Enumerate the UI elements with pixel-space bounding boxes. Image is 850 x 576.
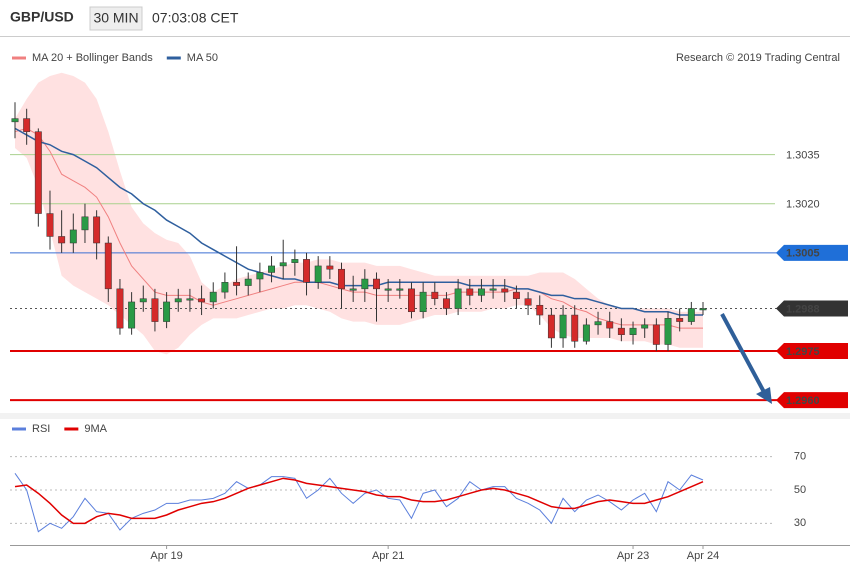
y-tick-label: 50 <box>794 484 806 496</box>
candle-body <box>174 298 182 303</box>
clock: 07:03:08 CET <box>152 10 239 26</box>
candle-body <box>139 298 147 303</box>
timeframe-box[interactable] <box>89 6 143 31</box>
candle-body <box>431 291 439 299</box>
rsi-line <box>14 473 704 533</box>
symbol: GBP/USD <box>10 9 74 25</box>
arrow-shaft <box>720 313 766 393</box>
arrow-head <box>756 387 772 404</box>
candle-body <box>256 272 264 280</box>
candle-body <box>687 308 695 322</box>
candle-body <box>233 282 241 286</box>
level-label: 1.2975 <box>786 346 820 358</box>
candle-body <box>617 327 625 335</box>
candle-body <box>443 298 450 309</box>
candle-body <box>699 308 707 311</box>
ma-line <box>14 127 703 316</box>
candle-body <box>408 288 415 313</box>
candle-body <box>594 321 602 326</box>
candle-body <box>104 242 112 290</box>
candle-body <box>547 314 555 339</box>
candle-body <box>606 321 614 329</box>
timeframe[interactable]: 30 MIN <box>93 10 138 26</box>
candle-body <box>279 262 287 267</box>
forecast-arrow <box>720 313 772 404</box>
ma-line <box>14 127 703 329</box>
candle-body <box>641 324 649 329</box>
candle-body <box>314 265 322 283</box>
candle-body <box>384 288 392 291</box>
candle-body <box>466 288 474 296</box>
candle-body <box>93 216 101 244</box>
x-tick-label: Apr 19 <box>150 550 182 562</box>
candle-body <box>559 314 567 339</box>
level-label: 1.2960 <box>786 395 820 407</box>
candle-body <box>221 282 229 293</box>
legend-label: MA 50 <box>187 52 218 64</box>
candle-body <box>361 278 369 290</box>
level-badge <box>776 300 848 317</box>
candle-body <box>244 278 252 286</box>
candle-body <box>58 236 66 244</box>
panel-divider <box>0 413 850 419</box>
level-label: 1.3005 <box>786 248 820 260</box>
y-tick-label: 70 <box>794 451 806 463</box>
candle-body <box>46 213 54 237</box>
legend-label: 9MA <box>84 423 107 435</box>
candle-body <box>664 318 672 345</box>
level-label: 1.2988 <box>786 303 820 315</box>
candle-body <box>69 229 77 244</box>
candle-body <box>81 216 89 231</box>
bollinger-band <box>15 72 703 355</box>
candle-body <box>652 324 660 345</box>
candle-body <box>571 314 579 342</box>
level-badge <box>776 392 848 409</box>
candle-body <box>524 298 532 306</box>
credit: Research © 2019 Trading Central <box>676 52 840 64</box>
candle-body <box>419 291 427 313</box>
candle-body <box>303 259 310 283</box>
legend-label: MA 20 + Bollinger Bands <box>32 52 153 64</box>
candle-body <box>501 288 509 293</box>
candle-body <box>454 288 462 309</box>
level-label: 1.3035 <box>786 150 820 162</box>
legend-label: RSI <box>32 423 50 435</box>
candle-body <box>151 298 159 322</box>
candle-body <box>128 301 136 329</box>
x-tick-label: Apr 24 <box>687 550 719 562</box>
x-tick-label: Apr 23 <box>617 550 649 562</box>
candle-body <box>489 288 497 291</box>
candle-body <box>186 298 194 301</box>
level-badge <box>776 343 848 360</box>
y-tick-label: 30 <box>794 517 806 529</box>
candle-body <box>536 304 544 316</box>
candle-body <box>268 265 275 273</box>
candle-body <box>198 298 206 303</box>
candle-body <box>629 327 637 335</box>
candle-body <box>116 288 124 329</box>
candle-body <box>676 318 684 322</box>
candle-body <box>326 265 334 270</box>
candle-body <box>209 291 217 303</box>
candle-body <box>582 324 590 342</box>
candle-body <box>291 259 299 263</box>
candle-body <box>11 118 19 123</box>
candle-body <box>396 288 404 291</box>
candle-body <box>163 301 171 322</box>
rsi-line <box>14 477 704 525</box>
candle-body <box>34 131 42 214</box>
candle-body <box>338 268 345 290</box>
candle-body <box>512 291 520 299</box>
candle-body <box>373 278 380 290</box>
candle-body <box>23 118 31 132</box>
level-label: 1.3020 <box>786 199 820 211</box>
candle-body <box>349 288 357 291</box>
x-tick-label: Apr 21 <box>372 550 404 562</box>
candle-body <box>477 288 485 296</box>
level-badge <box>776 244 848 261</box>
